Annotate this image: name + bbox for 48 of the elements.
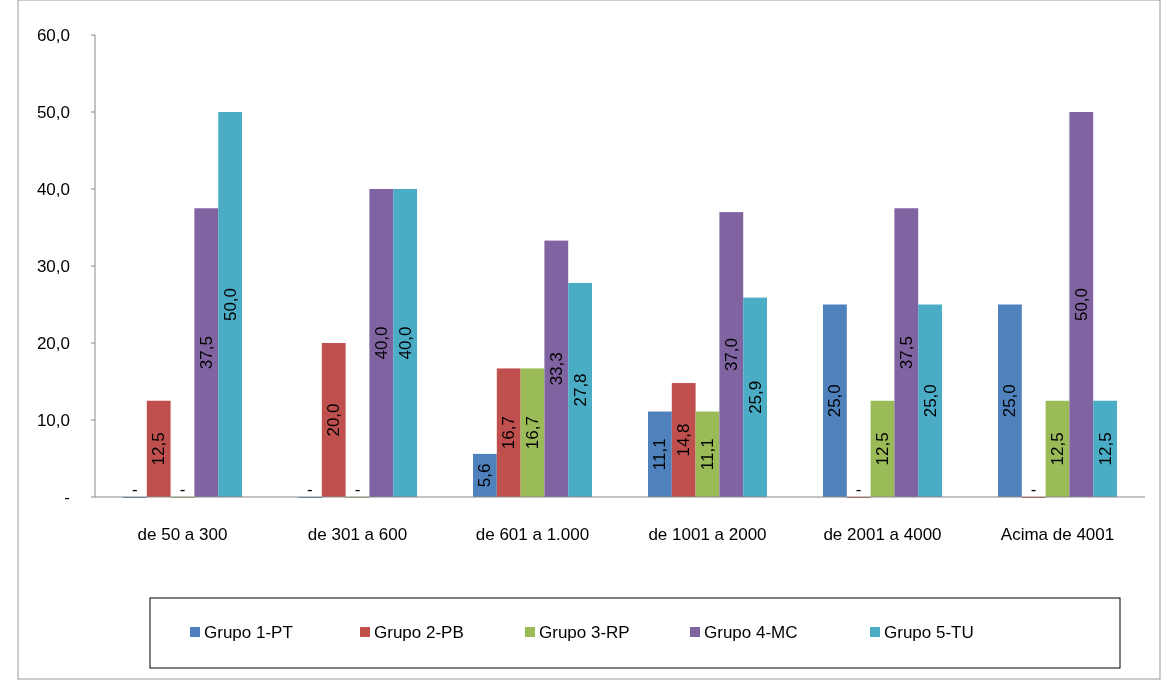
data-label: -: [354, 480, 361, 499]
y-tick-label: 30,0: [36, 256, 70, 276]
data-label: 5,6: [475, 463, 495, 488]
x-tick-label: de 50 a 300: [137, 525, 228, 544]
data-label: 40,0: [395, 326, 415, 360]
data-label: 12,5: [1095, 432, 1115, 466]
data-label: 37,5: [896, 336, 916, 370]
data-label: -: [132, 480, 138, 499]
data-label: 37,5: [196, 336, 216, 370]
data-label: 50,0: [220, 287, 240, 322]
data-label: 25,0: [920, 384, 940, 418]
x-tick-label: de 301 a 600: [307, 525, 408, 544]
legend-label: Grupo 1-PT: [204, 622, 293, 642]
legend-label: Grupo 3-RP: [539, 622, 630, 642]
legend-label: Grupo 5-TU: [884, 622, 974, 642]
y-tick-label: 50,0: [36, 102, 70, 122]
x-tick-label: de 2001 a 4000: [823, 525, 942, 544]
legend-label: Grupo 2-PB: [374, 622, 464, 642]
data-label: -: [1030, 480, 1037, 499]
y-tick-label: -: [64, 487, 70, 507]
data-label: 25,9: [745, 380, 765, 414]
data-label: 16,7: [499, 416, 519, 450]
data-label: 25,0: [1000, 384, 1020, 418]
data-label: 11,1: [698, 438, 717, 471]
legend-label: Grupo 4-MC: [704, 622, 798, 642]
data-label: 12,5: [149, 432, 169, 466]
data-label: 37,0: [721, 338, 741, 372]
data-label: -: [307, 480, 313, 499]
data-label: 25,0: [825, 384, 845, 418]
y-tick-label: 10,0: [36, 410, 70, 430]
y-tick-label: 20,0: [36, 333, 70, 353]
data-label: 16,7: [523, 416, 542, 450]
data-label: 50,0: [1071, 287, 1091, 322]
x-tick-label: de 1001 a 2000: [648, 525, 767, 544]
data-label: -: [855, 480, 862, 499]
data-label: -: [179, 480, 186, 499]
data-label: 12,5: [873, 432, 892, 466]
y-tick-label: 60,0: [36, 25, 70, 45]
data-label: 40,0: [371, 326, 391, 360]
data-label: 33,3: [546, 352, 566, 386]
data-label: 20,0: [324, 403, 344, 437]
x-tick-label: de 601 a 1.000: [475, 525, 590, 544]
data-label: 27,8: [570, 373, 590, 407]
data-label: 11,1: [650, 438, 670, 471]
data-label: 14,8: [674, 423, 694, 457]
x-tick-label: Acima de 4001: [1000, 525, 1115, 544]
y-tick-label: 40,0: [36, 179, 70, 199]
data-label: 12,5: [1048, 432, 1067, 466]
